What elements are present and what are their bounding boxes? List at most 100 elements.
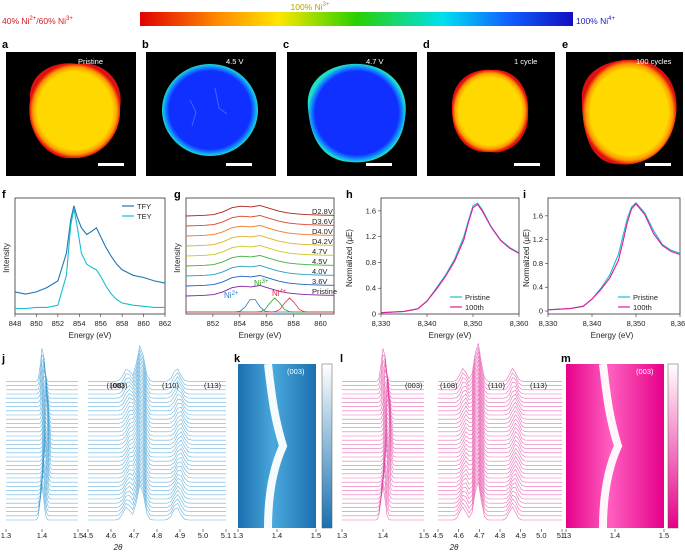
legend-tfy: TFY [137, 202, 151, 211]
diffraction-trace [438, 364, 562, 403]
y-tick-label: 0.8 [366, 258, 376, 267]
colorbar-m [667, 363, 679, 529]
diffraction-trace [438, 473, 562, 512]
x-tick-label: 5.0 [198, 531, 208, 540]
peak-label-003: (003) [405, 381, 423, 390]
x-tick-label: 854 [73, 319, 86, 328]
diffraction-trace [88, 344, 226, 382]
diffraction-trace [342, 444, 424, 479]
panel-m: m (003) 1.3 1.4 1.5 [561, 353, 679, 540]
x-tick-label: 1.5 [73, 531, 83, 540]
y-axis-label: Normalized (μE) [345, 229, 354, 287]
panel-d: d 1 cycle [423, 39, 555, 176]
spectrum-line [185, 215, 335, 227]
diffraction-trace [6, 449, 78, 483]
diffraction-trace [342, 403, 424, 437]
diffraction-trace [88, 382, 226, 420]
diffraction-trace [342, 382, 424, 416]
y-tick-label: 1.6 [533, 211, 543, 220]
x-axis-label: 2θ [113, 543, 123, 552]
diffraction-trace [438, 393, 562, 433]
diffraction-trace [6, 412, 78, 445]
diffraction-trace [342, 360, 424, 395]
x-tick-label: 8,350 [627, 319, 646, 328]
peak-label-110: (110) [162, 381, 179, 390]
diffraction-trace [88, 441, 226, 479]
y-axis-label: Normalized (μE) [522, 229, 531, 287]
x-tick-label: 8,360 [671, 319, 685, 328]
diffraction-trace [342, 449, 424, 483]
peak-label-110: (110) [488, 381, 505, 390]
x-tick-label: 8,340 [583, 319, 602, 328]
x-tick-label: 860 [137, 319, 150, 328]
peak-label-113: (113) [530, 381, 547, 390]
x-tick-label: 856 [94, 319, 107, 328]
x-tick-label: 4.9 [175, 531, 185, 540]
x-tick-label: 5.1 [557, 531, 567, 540]
panel-letter: a [2, 39, 9, 51]
x-tick-label: 858 [116, 319, 129, 328]
diffraction-trace [88, 398, 226, 437]
x-tick-label: 5.0 [536, 531, 546, 540]
diffraction-trace [438, 477, 562, 517]
x-tick-label: 1.5 [311, 531, 321, 540]
diffraction-trace [88, 483, 226, 521]
colorbar-right-label: 100% Ni4+ [576, 16, 615, 26]
spectrum-line [185, 255, 335, 267]
diffraction-trace [88, 424, 226, 462]
scale-bar [514, 163, 540, 166]
x-tick-label: 1.3 [233, 531, 243, 540]
heatmap [238, 364, 316, 528]
diffraction-trace [342, 356, 424, 391]
diffraction-trace [342, 348, 424, 382]
plot-frame [547, 197, 681, 315]
diffraction-trace [88, 470, 226, 508]
diffraction-trace [6, 420, 78, 454]
annotation-ni2: Ni2+ [224, 291, 239, 300]
x-tick-label: 4.8 [495, 531, 505, 540]
panel-letter: f [2, 189, 6, 201]
x-tick-label: 8,330 [539, 319, 558, 328]
diffraction-trace [438, 380, 562, 420]
diffraction-trace [88, 369, 226, 407]
peak-label-108: (108) [440, 381, 458, 390]
x-tick-label: 1.3 [1, 531, 11, 540]
panel-k: k (003) 1.3 1.4 1.5 [233, 353, 333, 540]
x-tick-label: 1.4 [378, 531, 388, 540]
x-tick-label: 4.6 [106, 531, 116, 540]
x-tick-label: 4.8 [152, 531, 162, 540]
legend-tey: TEY [137, 212, 152, 221]
x-tick-label: 848 [9, 319, 22, 328]
series-line-100th [547, 203, 681, 311]
diffraction-trace [6, 444, 78, 479]
x-tick-label: 852 [52, 319, 65, 328]
diffraction-trace [88, 415, 226, 454]
diffraction-trace [88, 419, 226, 458]
diffraction-trace [438, 431, 562, 470]
diffraction-trace [342, 369, 424, 403]
diffraction-trace [438, 410, 562, 449]
diffraction-trace [88, 361, 226, 399]
diffraction-trace [88, 411, 226, 449]
plot-frame [14, 197, 166, 315]
x-tick-label: 1.4 [37, 531, 47, 540]
diffraction-trace [6, 375, 78, 407]
x-tick-label: 8,350 [464, 319, 483, 328]
panel-i: i 8,330 8,340 8,350 8,360 0 0.4 0.8 1.2 1.6 Norm… [522, 189, 685, 340]
diffraction-trace [342, 486, 424, 521]
diffraction-trace [88, 373, 226, 412]
panel-tag: 100 cycles [636, 57, 672, 66]
diffraction-trace [6, 432, 78, 466]
panel-tag: 1 cycle [514, 57, 537, 66]
panel-letter: i [523, 189, 526, 201]
colorbar [140, 12, 573, 26]
diffraction-trace [88, 407, 226, 445]
diffraction-trace [438, 427, 562, 466]
scale-bar [98, 163, 124, 166]
spectrum-line [185, 235, 335, 247]
diffraction-trace [6, 382, 78, 416]
diffraction-trace [438, 456, 562, 496]
diffraction-trace [342, 454, 424, 487]
diffraction-trace [438, 397, 562, 437]
